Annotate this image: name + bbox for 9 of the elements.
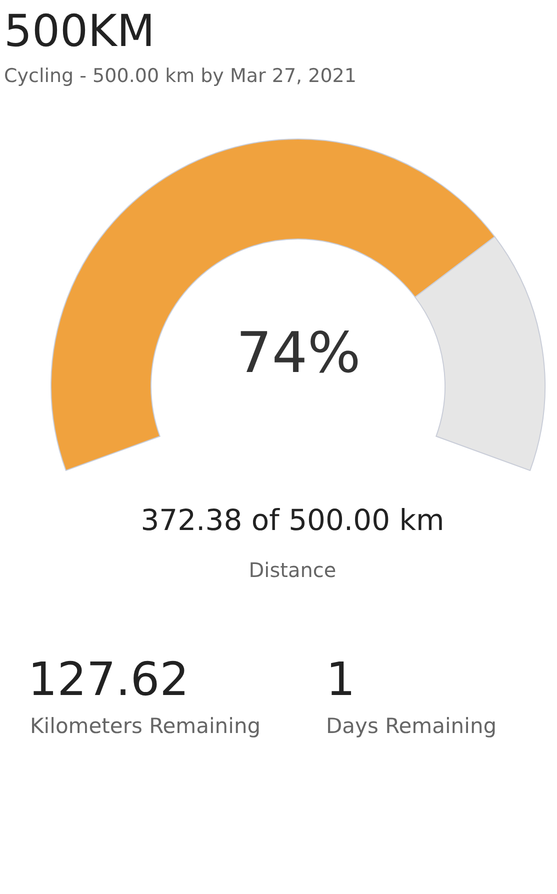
text: 74% (235, 320, 362, 388)
text: 127.62 (28, 652, 190, 708)
text: 372.38 of 500.00 km (140, 503, 446, 538)
chart-subtitle: Cycling - 500.00 km by Mar 27, 2021 (4, 65, 356, 88)
chart-title: 500KM (4, 6, 155, 57)
text: 1 (326, 652, 356, 708)
text: Distance (248, 558, 338, 582)
text: Kilometers Remaining (30, 714, 262, 740)
text: Days Remaining (326, 714, 498, 740)
